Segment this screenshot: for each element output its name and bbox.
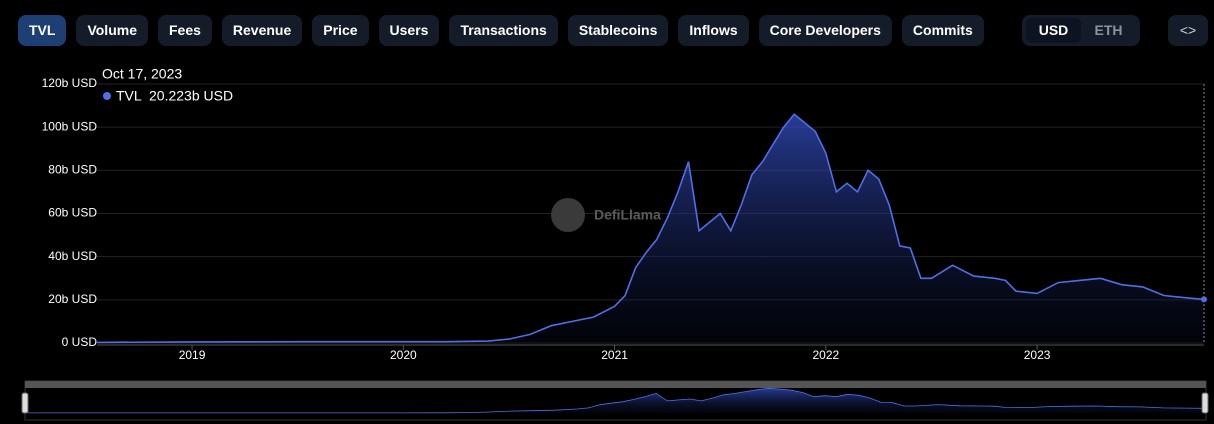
minimap-handle-bar[interactable]: [25, 381, 1206, 388]
y-tick-label: 0 USD: [62, 335, 98, 349]
watermark: DefiLlama: [551, 198, 661, 232]
y-tick-label: 20b USD: [48, 292, 97, 306]
tab-button[interactable]: Core Developers: [758, 15, 892, 46]
tooltip-date: Oct 17, 2023: [102, 66, 182, 82]
tab-button[interactable]: Fees: [157, 15, 212, 46]
tvl-area: [97, 114, 1204, 343]
tooltip-value: 20.223b USD: [149, 88, 233, 104]
tab-button[interactable]: Price: [312, 15, 369, 46]
y-tick-label: 80b USD: [48, 163, 97, 177]
minimap-line: [25, 387, 1207, 414]
x-tick-label: 2023: [1024, 348, 1051, 362]
minimap-handle[interactable]: [1201, 392, 1209, 414]
legend-dot: [103, 92, 111, 100]
currency-button[interactable]: USD: [1026, 18, 1081, 43]
y-tick-label: 120b USD: [42, 76, 98, 90]
minimap-area: [25, 388, 1206, 413]
x-tick-label: 2019: [179, 348, 206, 362]
x-tick-label: 2022: [812, 348, 839, 362]
y-tick-label: 40b USD: [48, 249, 97, 263]
tab-button[interactable]: Stablecoins: [567, 15, 669, 46]
tab-button[interactable]: TVL: [18, 15, 67, 46]
watermark-text: DefiLlama: [594, 207, 661, 223]
tab-button[interactable]: Inflows: [678, 15, 749, 46]
tab-button[interactable]: Revenue: [221, 15, 303, 46]
tab-button[interactable]: Volume: [76, 15, 148, 46]
tab-button[interactable]: Commits: [901, 15, 984, 46]
x-tick-label: 2020: [390, 348, 417, 362]
tab-button[interactable]: Transactions: [449, 15, 558, 46]
currency-button[interactable]: ETH: [1094, 22, 1123, 38]
embed-button[interactable]: <>: [1168, 15, 1208, 46]
y-tick-label: 60b USD: [48, 206, 97, 220]
tvl-line: [96, 113, 1205, 344]
tab-button[interactable]: Users: [378, 15, 440, 46]
x-tick-label: 2021: [601, 348, 628, 362]
legend-name: TVL: [116, 88, 142, 104]
minimap-handle[interactable]: [21, 392, 29, 414]
y-tick-label: 100b USD: [42, 119, 98, 133]
currency-toggle: USD ETH: [1022, 15, 1140, 46]
tooltip-point: [1201, 296, 1207, 303]
tab-bar: TVL Volume Fees Revenue Price Users Transactio…: [18, 15, 984, 46]
